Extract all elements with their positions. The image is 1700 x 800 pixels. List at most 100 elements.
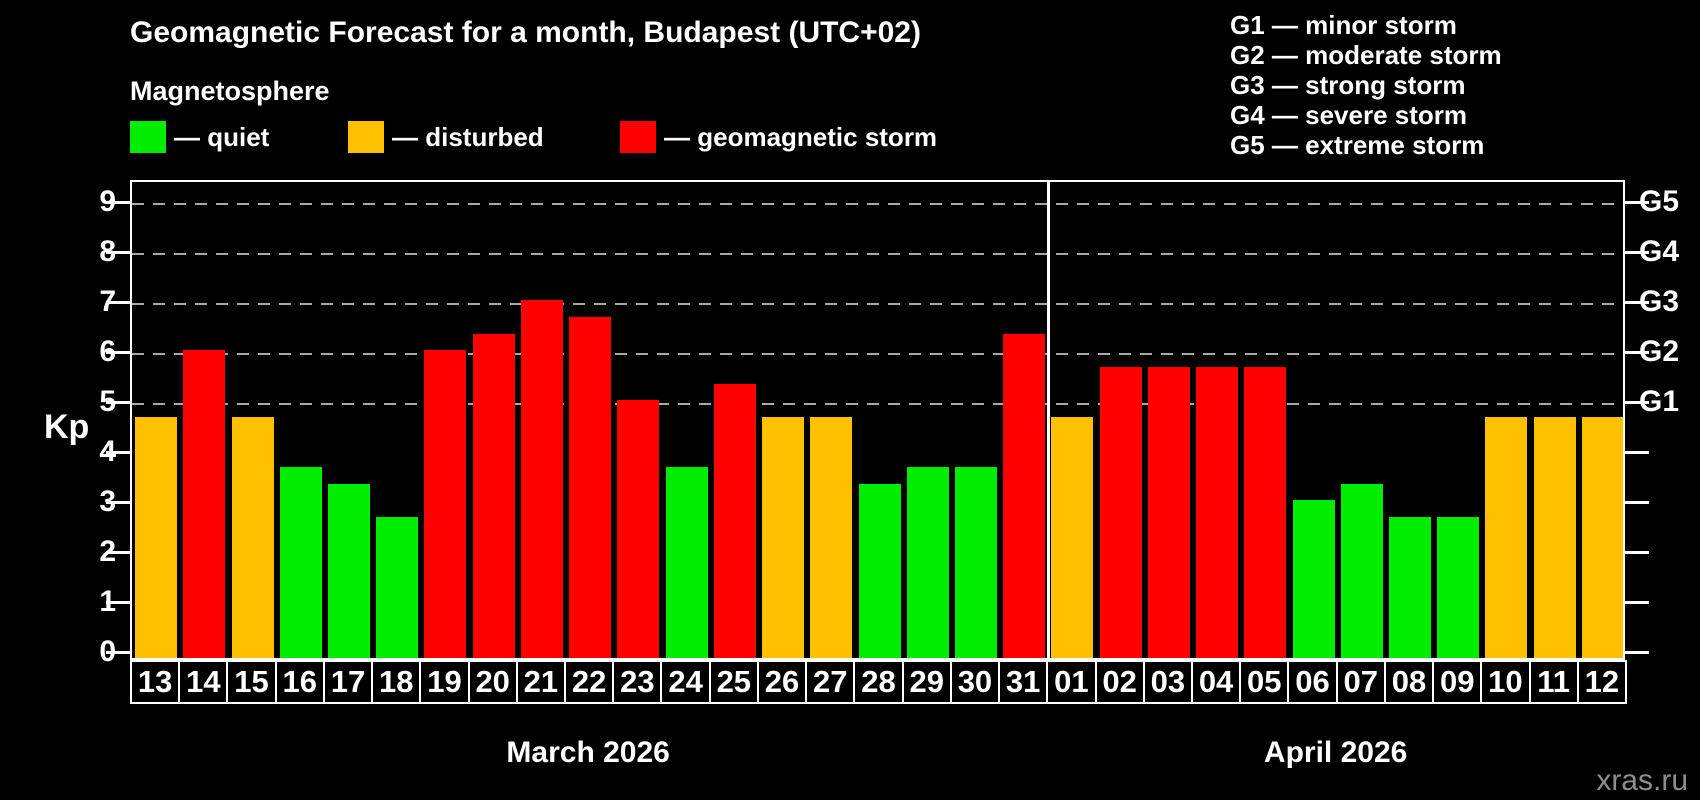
- month-label-1: April 2026: [1263, 736, 1408, 769]
- date-cell-09: 09: [1432, 660, 1483, 704]
- kp-bar-25: [713, 383, 756, 658]
- kp-bar-20: [472, 333, 515, 658]
- disturbed-swatch: [348, 121, 384, 153]
- y-tick-right: [1625, 251, 1649, 254]
- kp-bar-10: [1485, 416, 1528, 658]
- kp-bar-26: [762, 416, 805, 658]
- watermark: xras.ru: [1596, 764, 1688, 797]
- date-cell-25: 25: [708, 660, 759, 704]
- date-cell-27: 27: [805, 660, 856, 704]
- kp-bar-15: [231, 416, 274, 658]
- g-level-label-G4: G4: [1639, 235, 1680, 268]
- kp-bar-19: [424, 350, 467, 658]
- legend-label-storm: — geomagnetic storm: [664, 121, 938, 152]
- kp-bar-11: [1533, 416, 1576, 658]
- kp-bar-01: [1051, 416, 1094, 658]
- date-cell-11: 11: [1528, 660, 1579, 704]
- kp-bar-30: [954, 466, 997, 658]
- kp-axis-label: Kp: [44, 408, 90, 446]
- kp-bar-13: [135, 416, 178, 658]
- g-level-label-G3: G3: [1639, 285, 1680, 318]
- plot-area: [130, 180, 1625, 660]
- g-scale-legend: G1 — minor storm G2 — moderate storm G3 — …: [1230, 10, 1502, 160]
- date-cell-16: 16: [274, 660, 325, 704]
- kp-bar-07: [1340, 483, 1383, 658]
- kp-bar-03: [1147, 366, 1190, 658]
- date-cell-21: 21: [515, 660, 567, 704]
- y-tick-right: [1625, 201, 1649, 204]
- date-cell-26: 26: [756, 660, 808, 704]
- y-tick-left: [106, 351, 130, 354]
- gridline-kp5: [132, 403, 1623, 405]
- date-cell-03: 03: [1142, 660, 1193, 704]
- legend-label-quiet: — quiet: [174, 121, 270, 152]
- kp-bar-23: [617, 400, 660, 658]
- date-cell-13: 13: [130, 660, 181, 704]
- y-tick-right: [1625, 501, 1649, 504]
- date-cell-02: 02: [1094, 660, 1145, 704]
- g-legend-line-4: G4 — severe storm: [1230, 100, 1468, 130]
- date-cell-20: 20: [467, 660, 518, 704]
- date-cell-05: 05: [1239, 660, 1290, 704]
- y-tick-left: [106, 401, 130, 404]
- date-cell-06: 06: [1287, 660, 1338, 704]
- date-cell-12: 12: [1576, 660, 1627, 704]
- kp-bar-14: [183, 350, 226, 658]
- date-cell-10: 10: [1480, 660, 1531, 704]
- legend-item-storm: — geomagnetic storm: [620, 120, 937, 154]
- kp-bar-16: [279, 466, 322, 658]
- kp-bar-09: [1437, 516, 1480, 658]
- month-label-0: March 2026: [506, 736, 670, 769]
- date-cell-04: 04: [1190, 660, 1242, 704]
- date-cell-22: 22: [564, 660, 615, 704]
- y-tick-right: [1625, 451, 1649, 454]
- kp-bar-05: [1244, 366, 1287, 658]
- kp-bar-06: [1292, 500, 1335, 658]
- date-cell-28: 28: [853, 660, 904, 704]
- y-tick-right: [1625, 401, 1649, 404]
- g-legend-line-5: G5 — extreme storm: [1230, 130, 1485, 160]
- date-cell-17: 17: [322, 660, 374, 704]
- kp-bar-31: [1003, 333, 1046, 658]
- y-tick-left: [106, 451, 130, 454]
- g-legend-line-2: G2 — moderate storm: [1230, 40, 1502, 70]
- y-tick-right: [1625, 651, 1649, 654]
- legend-label-disturbed: — disturbed: [392, 121, 544, 152]
- kp-bar-17: [328, 483, 371, 658]
- kp-bar-22: [569, 316, 612, 658]
- gridline-kp8: [132, 253, 1623, 255]
- month-separator-line: [1046, 182, 1050, 658]
- y-tick-left: [106, 551, 130, 554]
- kp-bar-29: [906, 466, 949, 658]
- date-cell-29: 29: [901, 660, 952, 704]
- kp-bar-18: [376, 516, 419, 658]
- legend-item-quiet: — quiet: [130, 120, 269, 154]
- date-cell-30: 30: [949, 660, 1001, 704]
- y-tick-left: [106, 301, 130, 304]
- y-tick-left: [106, 201, 130, 204]
- y-tick-right: [1625, 551, 1649, 554]
- legend-item-disturbed: — disturbed: [348, 120, 544, 154]
- date-cell-31: 31: [998, 660, 1049, 704]
- chart-subtitle: Magnetosphere: [130, 76, 330, 106]
- gridline-kp9: [132, 203, 1623, 205]
- storm-swatch: [620, 121, 656, 153]
- kp-bar-02: [1099, 366, 1142, 658]
- g-level-label-G1: G1: [1639, 385, 1680, 418]
- date-cell-14: 14: [178, 660, 229, 704]
- kp-bar-27: [810, 416, 853, 658]
- date-cell-18: 18: [371, 660, 422, 704]
- date-cell-24: 24: [660, 660, 711, 704]
- date-axis: 13 14 15 16 17 18 19 20 21 22 23 24 25 26 27 28 29 30 31 01…: [130, 660, 1627, 704]
- g-level-label-G5: G5: [1639, 185, 1680, 218]
- kp-bar-28: [858, 483, 901, 658]
- y-tick-left: [106, 251, 130, 254]
- kp-bar-21: [520, 300, 563, 658]
- date-cell-08: 08: [1383, 660, 1435, 704]
- y-tick-right: [1625, 601, 1649, 604]
- y-tick-right: [1625, 301, 1649, 304]
- kp-bar-24: [665, 466, 708, 658]
- date-cell-07: 07: [1335, 660, 1386, 704]
- g-level-label-G2: G2: [1639, 335, 1680, 368]
